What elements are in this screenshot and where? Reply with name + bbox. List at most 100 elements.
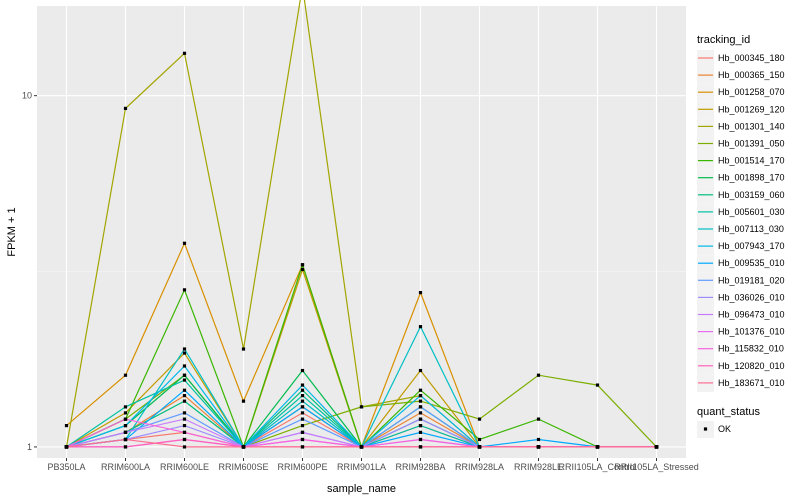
data-point	[418, 394, 423, 398]
data-point	[418, 399, 423, 403]
data-point	[300, 417, 305, 421]
plot-panel	[37, 6, 686, 458]
data-point	[418, 291, 423, 295]
data-points	[64, 51, 659, 449]
data-point	[536, 437, 541, 442]
data-point	[182, 424, 187, 428]
data-point	[123, 424, 128, 428]
x-tick-label: RRIM600LA	[101, 462, 150, 472]
data-point	[182, 364, 187, 368]
data-point	[123, 437, 128, 442]
data-point	[359, 445, 364, 449]
data-point	[418, 411, 423, 415]
data-point	[595, 445, 600, 449]
x-tick-label: RRIM901LA	[337, 462, 386, 472]
legend-label: Hb_036026_010	[718, 292, 785, 302]
data-point	[418, 405, 423, 409]
data-point	[418, 437, 423, 442]
data-point	[182, 394, 187, 398]
y-tick-label: 1	[27, 442, 32, 452]
data-point	[300, 399, 305, 403]
data-point	[182, 445, 187, 449]
x-tick-label: RRII105LA_Stressed	[614, 462, 699, 472]
data-point	[300, 437, 305, 442]
data-point	[182, 411, 187, 415]
data-point	[182, 51, 187, 55]
data-point	[418, 430, 423, 434]
legend-label: Hb_001258_070	[718, 87, 785, 97]
data-point	[182, 241, 187, 245]
data-point	[418, 368, 423, 373]
data-point	[536, 445, 541, 449]
data-point	[300, 388, 305, 392]
data-point	[123, 445, 128, 449]
legend-label: Hb_120820_010	[718, 361, 785, 371]
y-axis-title: FPKM + 1	[6, 207, 18, 256]
data-point	[182, 399, 187, 403]
data-point	[477, 417, 482, 421]
data-point	[182, 373, 187, 377]
y-tick-label: 10	[22, 91, 32, 101]
data-point	[64, 445, 69, 449]
x-axis-title: sample_name	[327, 483, 396, 495]
data-point	[300, 445, 305, 449]
data-point	[182, 351, 187, 355]
data-point	[123, 106, 128, 110]
axes: 1 10 PB350LA RRIM600LA RRIM600LE RRIM600SE RRI…	[22, 91, 699, 472]
data-point	[359, 405, 364, 409]
data-point	[182, 417, 187, 421]
legend-label: Hb_001898_170	[718, 173, 785, 183]
data-point	[241, 445, 246, 449]
legend-key-point	[703, 427, 708, 431]
legend-label: Hb_007943_170	[718, 241, 785, 251]
legend-label: Hb_005601_030	[718, 207, 785, 217]
x-tick-label: RRIM928LA	[455, 462, 504, 472]
data-point	[418, 325, 423, 329]
legend-label: Hb_003159_060	[718, 190, 785, 200]
legend-label: OK	[718, 424, 731, 434]
data-point	[123, 405, 128, 409]
data-point	[300, 411, 305, 415]
data-point	[595, 383, 600, 387]
legend-label: Hb_101376_010	[718, 327, 785, 337]
legend-label: Hb_001269_120	[718, 104, 785, 114]
data-point	[536, 373, 541, 377]
legend-label: Hb_001301_140	[718, 121, 785, 131]
legend-label: Hb_183671_010	[718, 378, 785, 388]
legend-label: Hb_001391_050	[718, 139, 785, 149]
legend-label: Hb_000365_150	[718, 70, 785, 80]
data-point	[536, 417, 541, 421]
data-point	[300, 263, 305, 267]
data-point	[418, 445, 423, 449]
data-point	[182, 430, 187, 434]
data-point	[477, 437, 482, 442]
legend-label: Hb_115832_010	[718, 344, 784, 354]
data-point	[123, 430, 128, 434]
legend-label: Hb_001514_170	[718, 156, 785, 166]
data-point	[182, 378, 187, 382]
legend-label: Hb_096473_010	[718, 310, 785, 320]
data-point	[300, 394, 305, 398]
shape-legend-title: quant_status	[697, 406, 760, 418]
data-point	[123, 417, 128, 421]
legend-label: Hb_007113_030	[718, 224, 784, 234]
x-tick-label: RRIM928LE	[514, 462, 563, 472]
data-point	[182, 388, 187, 392]
data-point	[300, 368, 305, 373]
x-tick-label: RRIM600SE	[218, 462, 268, 472]
data-point	[477, 445, 482, 449]
data-point	[182, 347, 187, 351]
data-point	[123, 373, 128, 377]
data-point	[300, 430, 305, 434]
data-point	[300, 267, 305, 272]
data-point	[182, 437, 187, 442]
x-tick-label: RRIM600PE	[277, 462, 327, 472]
x-tick-label: PB350LA	[47, 462, 85, 472]
legend-title: tracking_id	[697, 34, 750, 46]
data-point	[654, 445, 659, 449]
data-point	[182, 288, 187, 292]
x-tick-label: RRII105LA_Control	[558, 462, 636, 472]
x-tick-label: RRIM600LE	[160, 462, 209, 472]
data-point	[300, 383, 305, 387]
